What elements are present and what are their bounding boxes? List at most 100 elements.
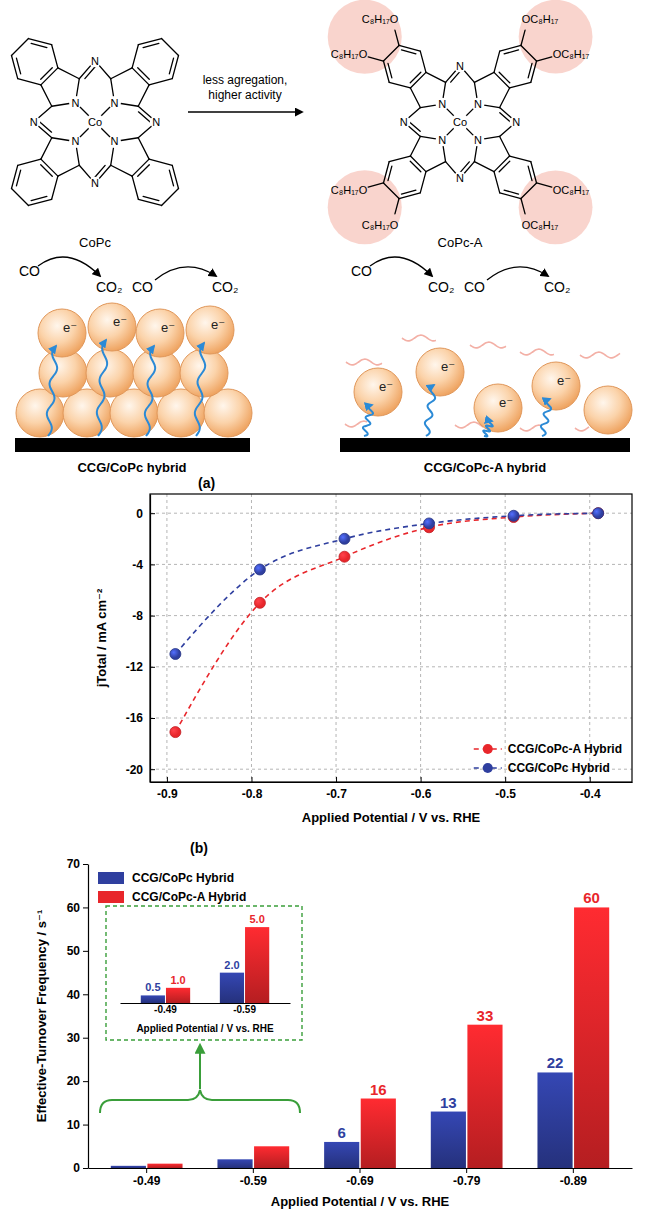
marker: [508, 510, 519, 521]
alkyl-chain: [402, 335, 436, 341]
reaction-arrow: [188, 111, 302, 112]
tick-mark: [83, 1038, 88, 1039]
plot-area: [141, 927, 269, 1003]
bond: [409, 121, 420, 131]
bond: [52, 176, 58, 199]
bond: [388, 63, 392, 77]
bar: [467, 1025, 502, 1168]
substituent-label: OC₈H₁₇: [553, 48, 590, 60]
bond: [52, 45, 58, 68]
bond: [169, 170, 173, 186]
bar: [147, 1164, 182, 1168]
data-label: 16: [370, 1081, 387, 1098]
data-label: 60: [583, 889, 600, 906]
reactant-label: CO: [132, 279, 153, 295]
bond: [31, 196, 47, 200]
chart: -0.9-0.8-0.7-0.6-0.5-0.4-20-16-12-8-40: [126, 494, 633, 801]
alkyl-chain: [520, 349, 554, 355]
data-label: 5.0: [249, 913, 264, 925]
legend-swatch: [98, 891, 124, 903]
atom-mask: [89, 177, 102, 190]
bond: [410, 72, 421, 83]
tick-label: -0.6: [411, 787, 432, 801]
bond: [149, 159, 172, 165]
tick: 20: [67, 1074, 88, 1088]
particle: [38, 309, 86, 357]
tick-mark: [253, 1168, 254, 1173]
schematic: e⁻e⁻e⁻e⁻COCO₂COCO₂CCG/CoPc-A hybrid: [340, 257, 632, 475]
atom-label: N: [474, 98, 482, 110]
x-axis: -0.49-0.59-0.69-0.79-0.89: [89, 1168, 633, 1188]
atom-label: N: [91, 55, 99, 67]
tick-mark: [505, 777, 506, 782]
electron-label: e⁻: [63, 320, 77, 335]
grid-line: [505, 494, 506, 782]
bond: [504, 50, 518, 54]
tick: -0.5: [495, 777, 516, 801]
atom-label: N: [438, 98, 446, 110]
bond: [162, 39, 179, 56]
tick: 0: [73, 1161, 88, 1175]
bond: [528, 166, 532, 180]
electron-path: [541, 399, 551, 436]
tick-label: -4: [132, 558, 143, 572]
tick: -0.59: [240, 1168, 268, 1188]
tick: -4: [132, 558, 155, 572]
bar: [574, 907, 609, 1168]
plot-area: [170, 508, 604, 738]
grid-line: [150, 666, 632, 667]
tick-label: -0.59: [240, 1174, 268, 1188]
reaction-arc: [370, 257, 432, 276]
grid: [150, 494, 632, 782]
tick-label: 40: [67, 988, 81, 1002]
electron-path: [195, 343, 205, 436]
marker: [170, 649, 181, 660]
atom-layer: NNNNNNNNCoOC₈H₁₇OC₈H₁₇C₈H₁₇OC₈H₁₇OC₈H₁₇O…: [331, 13, 590, 230]
bond: [504, 190, 518, 194]
tick-label: -0.4: [580, 787, 601, 801]
bond: [500, 113, 511, 123]
substituent-label: OC₈H₁₇: [553, 184, 590, 196]
bond: [395, 30, 399, 45]
product-label: CO₂: [96, 279, 122, 295]
atom-label: N: [438, 134, 446, 146]
legend-swatch: [98, 872, 124, 884]
particle: [584, 386, 632, 434]
x-axis-title: Applied Potential / V vs. RHE: [271, 1194, 450, 1209]
alkyl-chain: [470, 342, 506, 348]
substituent-label: C₈H₁₇O: [331, 48, 368, 60]
bond: [85, 66, 96, 78]
atom-mask: [436, 98, 449, 111]
reaction-arc: [155, 267, 216, 280]
tick: -0.69: [346, 1168, 374, 1188]
grid-line: [336, 494, 337, 782]
bond: [138, 112, 150, 123]
product-label: CO₂: [212, 279, 238, 295]
bond: [149, 79, 172, 85]
tick: 10: [67, 1118, 88, 1132]
bond: [58, 165, 79, 176]
tick: -16: [126, 711, 155, 725]
series-line: [175, 513, 598, 654]
bar: [537, 1072, 572, 1168]
marker: [254, 564, 265, 575]
tick: -0.79: [453, 1168, 481, 1188]
tick-mark: [83, 951, 88, 952]
product-label: CO₂: [428, 279, 454, 295]
y-axis-title: jTotal / mA cm⁻²: [94, 588, 109, 688]
electron-path: [97, 340, 107, 436]
legend-marker: [483, 744, 493, 754]
tick-label: -0.7: [326, 787, 347, 801]
structure: NNNNNNNNCoOC₈H₁₇OC₈H₁₇C₈H₁₇OC₈H₁₇OC₈H₁₇O…: [328, 0, 593, 244]
tick-mark: [150, 667, 155, 668]
particle: [186, 306, 234, 354]
bond: [537, 183, 552, 187]
atom-mask: [108, 96, 121, 109]
inset-pointer: [199, 1045, 201, 1089]
marker: [593, 508, 604, 519]
atom-mask: [27, 116, 40, 129]
x-axis-title: Applied Potential / V vs. RHE: [136, 1023, 274, 1034]
tick-label: 20: [67, 1074, 81, 1088]
reaction-text: higher activity: [208, 88, 281, 102]
data-label: 1.0: [170, 974, 185, 986]
